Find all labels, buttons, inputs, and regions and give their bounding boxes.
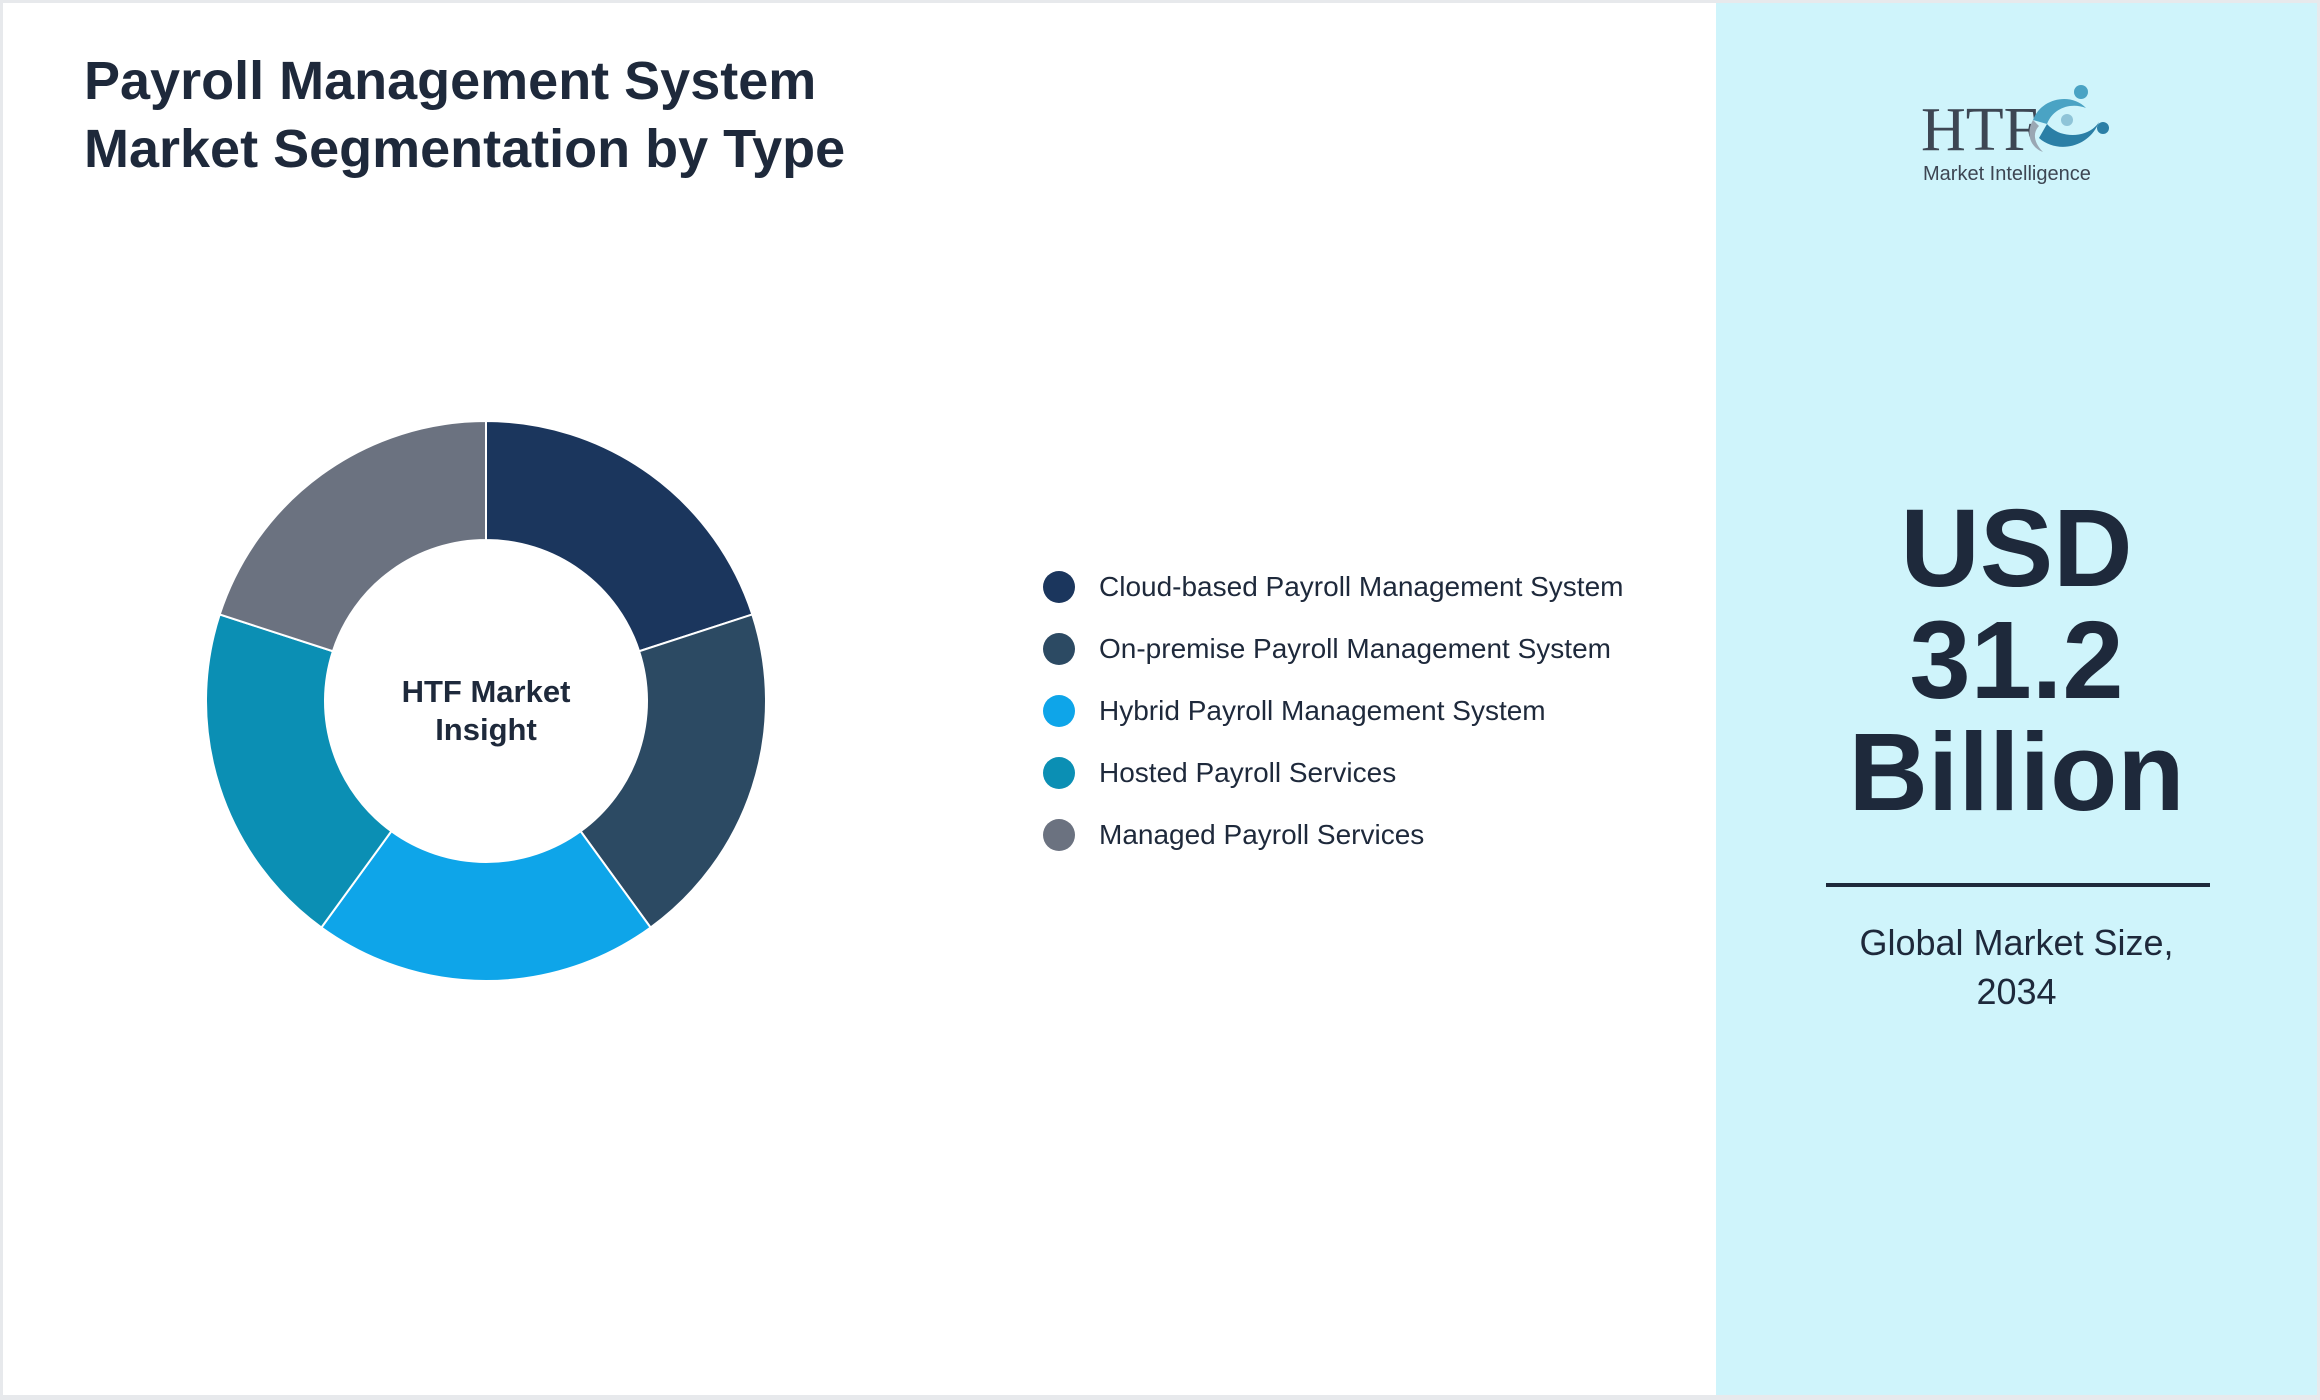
legend-item: Managed Payroll Services: [1043, 804, 1623, 866]
chart-title: Payroll Management System Market Segment…: [84, 47, 845, 183]
donut-slice-3: [320, 829, 652, 983]
chart-panel: Payroll Management System Market Segment…: [3, 3, 1716, 1395]
htf-logo-wordmark: HTF: [1921, 96, 2038, 164]
chart-title-line-2: Market Segmentation by Type: [84, 119, 846, 179]
donut-slice-2: [579, 613, 767, 929]
legend-swatch-icon: [1043, 633, 1075, 665]
legend-label: Managed Payroll Services: [1099, 819, 1425, 850]
legend-label: Cloud-based Payroll Management System: [1099, 571, 1624, 602]
legend-swatch-icon: [1043, 695, 1075, 727]
market-size-caption-line-2: 2034: [1976, 971, 2057, 1012]
market-size-value-line-1: USD: [1900, 487, 2133, 610]
market-size-caption-line-1: Global Market Size,: [1859, 922, 2174, 963]
market-size-value: USD 31.2 Billion: [1716, 493, 2317, 829]
donut-chart: HTF Market Insight: [205, 419, 767, 983]
divider-line: [1826, 883, 2210, 887]
legend-label: On-premise Payroll Management System: [1099, 633, 1611, 664]
legend-label: Hosted Payroll Services: [1099, 757, 1397, 788]
legend-swatch-icon: [1043, 571, 1075, 603]
donut-slice-1: [485, 419, 754, 653]
chart-title-line-1: Payroll Management System: [84, 51, 817, 111]
chart-legend: Cloud-based Payroll Management System On-…: [1043, 556, 1623, 866]
htf-logo-icon: [2029, 85, 2109, 152]
donut-slices: [205, 419, 767, 983]
donut-slice-4: [205, 613, 393, 929]
infographic-card: Payroll Management System Market Segment…: [3, 3, 2317, 1395]
legend-label: Hybrid Payroll Management System: [1099, 695, 1546, 726]
donut-center-label-line-1: HTF Market: [402, 674, 571, 709]
market-size-caption: Global Market Size, 2034: [1716, 918, 2317, 1016]
legend-item: Hosted Payroll Services: [1043, 742, 1623, 804]
legend-item: Cloud-based Payroll Management System: [1043, 556, 1623, 618]
market-size-value-line-3: Billion: [1848, 711, 2185, 834]
legend-item: Hybrid Payroll Management System: [1043, 680, 1623, 742]
legend-swatch-icon: [1043, 757, 1075, 789]
htf-logo: HTF Market Intelligence: [1921, 85, 2109, 185]
market-size-panel: HTF Market Intelligence USD 31.2 Billion…: [1716, 3, 2317, 1395]
htf-logo-subtitle: Market Intelligence: [1923, 163, 2091, 185]
market-size-value-line-2: 31.2: [1909, 599, 2124, 722]
legend-swatch-icon: [1043, 819, 1075, 851]
donut-center-label-line-2: Insight: [435, 712, 537, 747]
legend-item: On-premise Payroll Management System: [1043, 618, 1623, 680]
donut-slice-5: [218, 419, 487, 653]
